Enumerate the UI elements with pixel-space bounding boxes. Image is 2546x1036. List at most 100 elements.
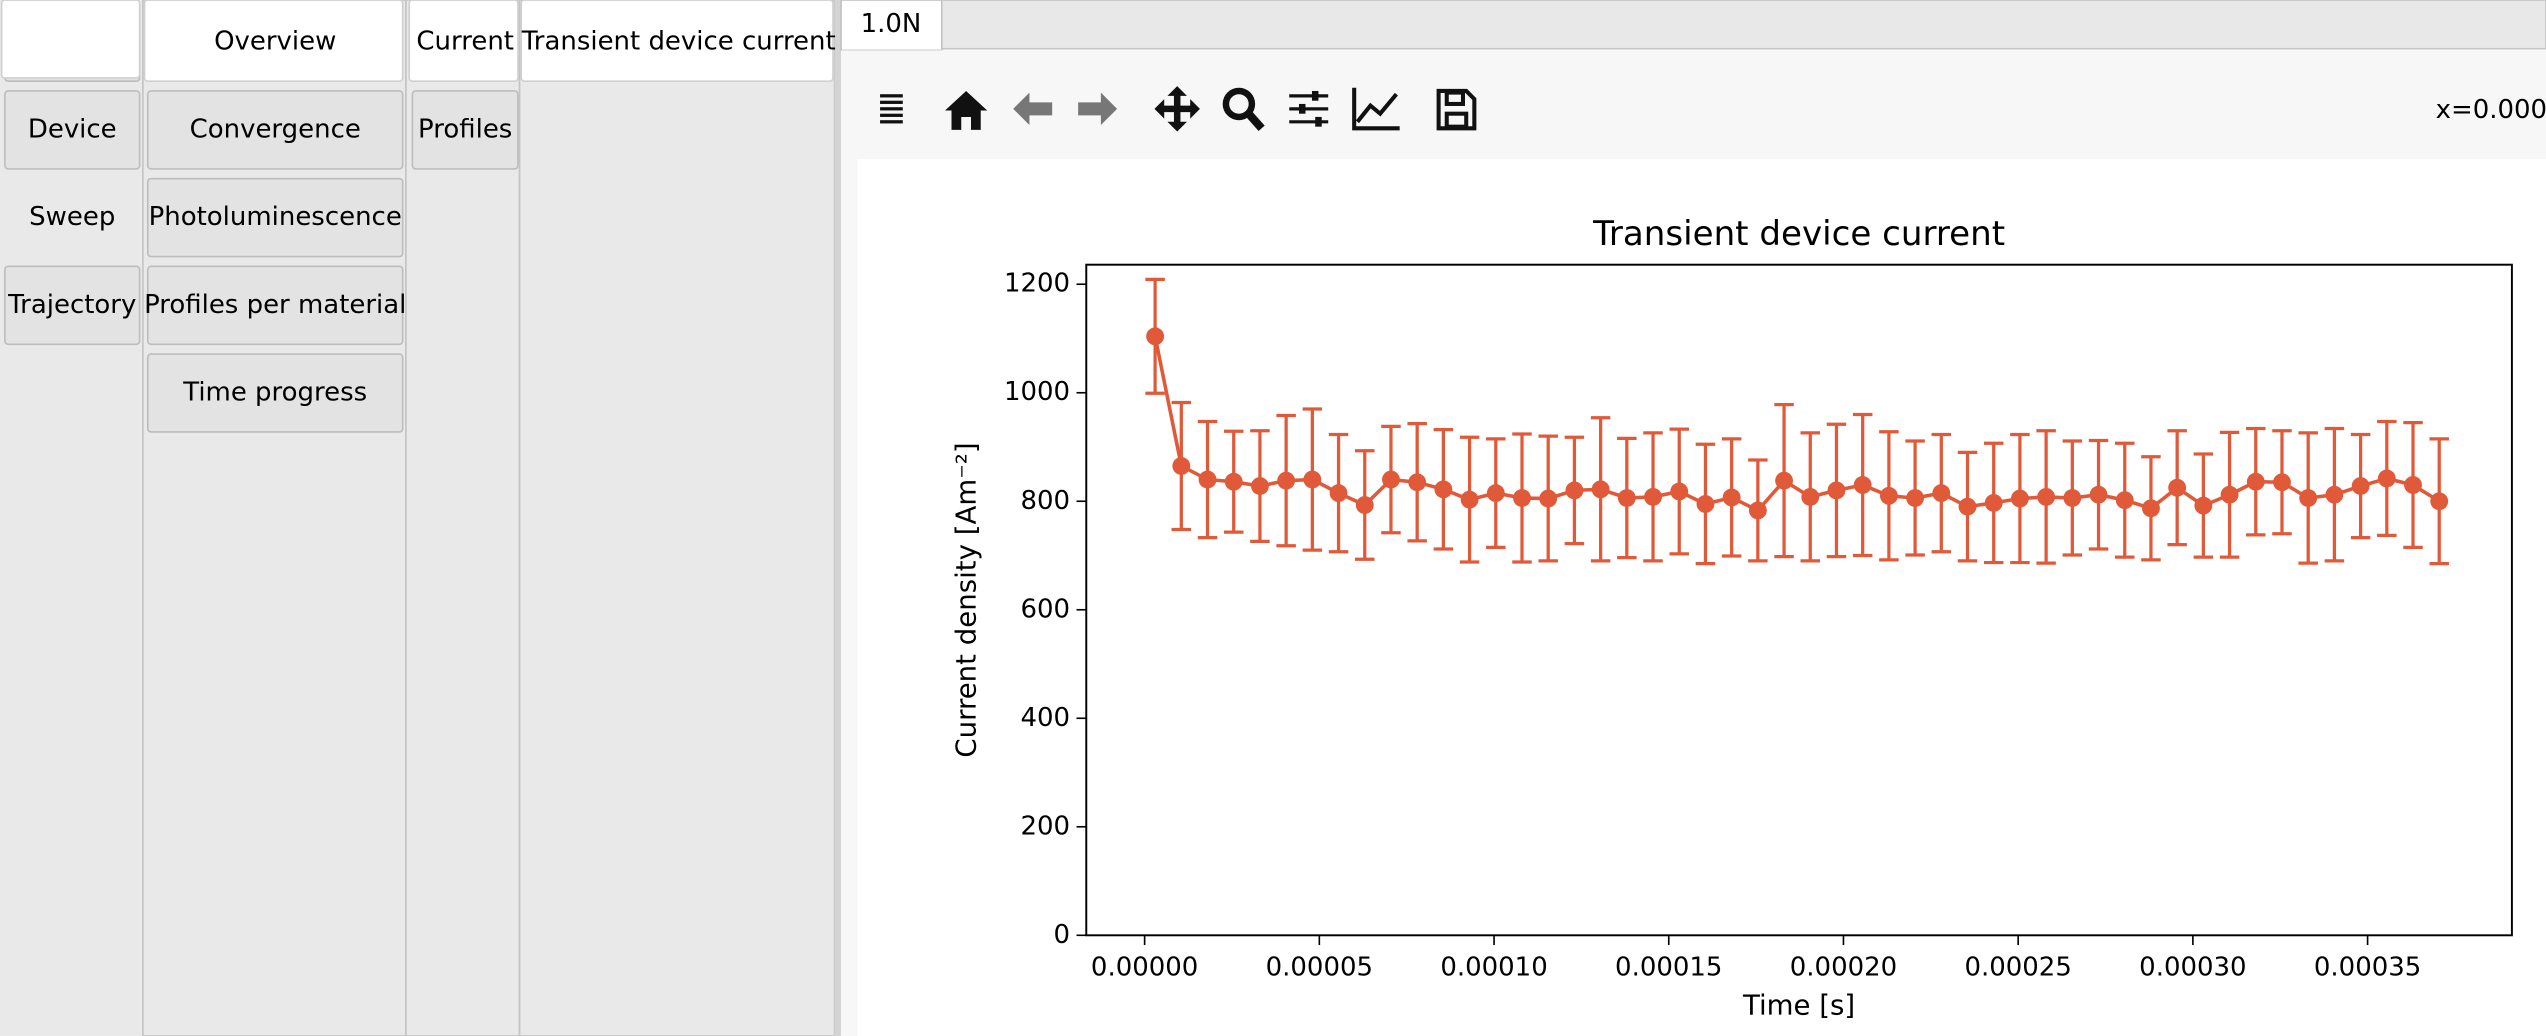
data-point	[2115, 491, 2134, 510]
data-point	[1146, 327, 1165, 346]
data-point	[1198, 470, 1217, 489]
home-button[interactable]	[945, 90, 988, 130]
zoom-button[interactable]	[1222, 87, 1265, 132]
tab-label: Trajectory	[7, 290, 136, 320]
chart-title: Transient device current	[1592, 214, 2005, 254]
tab-label: Convergence	[190, 114, 361, 144]
plot-canvas	[857, 159, 2546, 1036]
data-point	[2325, 485, 2344, 504]
data-point	[2246, 472, 2265, 491]
tab-label: Overview	[214, 27, 336, 57]
data-point	[1932, 484, 1951, 503]
configure-button[interactable]	[1289, 90, 1329, 127]
figure-tab[interactable]	[840, 0, 943, 52]
back-button[interactable]	[1013, 92, 1053, 126]
data-point	[1460, 490, 1479, 509]
data-point	[2351, 477, 2370, 495]
tab-label: Photoluminescence	[149, 202, 402, 232]
data-point	[1329, 484, 1348, 503]
data-point	[2010, 489, 2029, 508]
data-point	[1617, 489, 1636, 507]
tab[interactable]	[146, 353, 404, 433]
y-tick-label: 1200	[1004, 269, 1070, 299]
figure-tab-label: 1.0N	[861, 9, 922, 39]
x-tick-label: 0.00015	[1615, 952, 1722, 982]
y-tick-label: 0	[1054, 920, 1071, 950]
data-point	[1906, 489, 1925, 507]
tab[interactable]	[146, 265, 404, 346]
data-point	[1486, 484, 1505, 503]
data-point	[2168, 478, 2187, 497]
tab-label: Time progress	[182, 377, 367, 407]
tab[interactable]	[146, 90, 404, 170]
data-point	[2194, 496, 2213, 515]
tab[interactable]	[0, 0, 141, 79]
tab[interactable]	[520, 0, 834, 83]
data-point	[1303, 470, 1322, 489]
pan-button[interactable]	[1154, 86, 1200, 132]
x-axis-label: Time [s]	[1742, 989, 1855, 1022]
data-point	[2037, 487, 2056, 506]
save-button[interactable]	[1436, 88, 1477, 131]
axes-button[interactable]	[1352, 87, 1400, 131]
x-tick-label: 0.00010	[1440, 952, 1547, 982]
data-point	[1801, 487, 1820, 506]
y-axis-label: Current density [Am⁻²]	[950, 442, 983, 757]
data-point	[1355, 496, 1374, 514]
x-tick-label: 0.00030	[2139, 952, 2246, 982]
data-point	[2273, 473, 2291, 492]
data-point	[1277, 471, 1296, 490]
data-point	[2377, 469, 2396, 488]
tab-label: Sweep	[29, 202, 115, 232]
data-point	[1670, 482, 1689, 501]
data-point	[1644, 487, 1662, 506]
tab[interactable]	[146, 177, 404, 258]
y-tick-label: 600	[1020, 594, 1070, 624]
tab-column	[0, 0, 143, 1036]
forward-button[interactable]	[1078, 92, 1118, 126]
tab[interactable]	[4, 90, 141, 170]
tab-label: Transient device current	[521, 27, 836, 57]
tab[interactable]	[143, 0, 404, 83]
tab-column	[518, 0, 836, 1036]
data-point	[1984, 493, 2003, 512]
data-point	[1539, 489, 1558, 508]
data-point	[1408, 473, 1427, 492]
data-point	[1382, 470, 1400, 489]
data-point	[1722, 488, 1741, 507]
tab[interactable]	[4, 265, 141, 346]
y-tick-label: 1000	[1004, 377, 1070, 407]
splitter[interactable]	[834, 0, 842, 1036]
menu-button[interactable]	[880, 94, 903, 124]
data-point	[2142, 499, 2160, 518]
y-tick-label: 800	[1020, 486, 1070, 516]
tab[interactable]	[408, 0, 519, 83]
x-tick-label: 0.00035	[2314, 952, 2421, 982]
data-point	[1775, 471, 1793, 490]
data-point	[1224, 472, 1243, 491]
data-point	[1434, 480, 1453, 499]
y-tick-label: 200	[1020, 811, 1070, 841]
tab-label: Profiles	[418, 114, 512, 144]
cursor-coordinates: x=0.0001	[2436, 95, 2546, 125]
tab-label: Profiles per material	[144, 290, 406, 320]
x-tick-label: 0.00020	[1790, 952, 1897, 982]
tab-label: Current	[416, 27, 514, 57]
tab[interactable]	[411, 90, 519, 170]
data-point	[2404, 476, 2422, 494]
data-point	[1696, 495, 1715, 513]
data-point	[1172, 457, 1191, 475]
data-point	[1958, 497, 1977, 516]
data-point	[1748, 501, 1767, 520]
data-point	[1591, 480, 1610, 499]
data-point	[2299, 489, 2318, 507]
axes-frame	[1085, 263, 2513, 937]
data-point	[1853, 476, 1872, 494]
figure-tabbar	[840, 0, 2546, 50]
data-point	[1513, 489, 1531, 507]
tab-column	[142, 0, 407, 1036]
data-point	[2430, 492, 2449, 511]
x-tick-label: 0.00025	[1964, 952, 2071, 982]
